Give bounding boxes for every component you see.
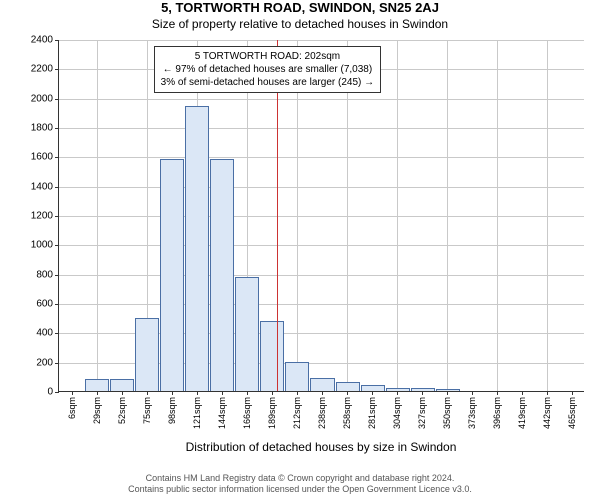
x-tick-mark — [297, 391, 298, 395]
histogram-bar — [135, 318, 159, 391]
x-tick-mark — [147, 391, 148, 395]
x-tick-mark — [272, 391, 273, 395]
annotation-line: 5 TORTWORTH ROAD: 202sqm — [161, 50, 374, 63]
x-tick-label: 373sqm — [467, 391, 477, 429]
gridline-v — [547, 40, 548, 391]
histogram-bar — [160, 159, 184, 391]
x-tick-label: 304sqm — [392, 391, 402, 429]
x-tick-label: 442sqm — [542, 391, 552, 429]
footer: Contains HM Land Registry data © Crown c… — [0, 473, 600, 496]
x-tick-mark — [522, 391, 523, 395]
x-tick-mark — [497, 391, 498, 395]
x-tick-label: 396sqm — [492, 391, 502, 429]
x-tick-label: 144sqm — [217, 391, 227, 429]
x-tick-mark — [97, 391, 98, 395]
x-tick-label: 75sqm — [142, 391, 152, 424]
x-tick-mark — [72, 391, 73, 395]
x-tick-mark — [322, 391, 323, 395]
gridline-h — [59, 245, 584, 246]
y-tick-mark — [55, 304, 59, 305]
x-tick-label: 6sqm — [67, 391, 77, 419]
footer-line-2: Contains public sector information licen… — [0, 484, 600, 496]
x-tick-mark — [372, 391, 373, 395]
y-tick-mark — [55, 333, 59, 334]
y-tick-mark — [55, 187, 59, 188]
page-title: 5, TORTWORTH ROAD, SWINDON, SN25 2AJ — [0, 0, 600, 15]
x-tick-mark — [247, 391, 248, 395]
gridline-h — [59, 275, 584, 276]
x-tick-mark — [197, 391, 198, 395]
y-tick-mark — [55, 363, 59, 364]
x-tick-label: 465sqm — [567, 391, 577, 429]
gridline-h — [59, 99, 584, 100]
x-axis-label: Distribution of detached houses by size … — [58, 440, 584, 454]
gridline-v — [97, 40, 98, 391]
x-tick-mark — [222, 391, 223, 395]
x-tick-label: 258sqm — [342, 391, 352, 429]
histogram-bar — [185, 106, 209, 391]
x-tick-mark — [472, 391, 473, 395]
gridline-v — [447, 40, 448, 391]
x-tick-mark — [172, 391, 173, 395]
gridline-h — [59, 40, 584, 41]
x-tick-label: 327sqm — [417, 391, 427, 429]
histogram-bar — [110, 379, 134, 391]
x-tick-label: 212sqm — [292, 391, 302, 429]
chart-plot: 0200400600800100012001400160018002000220… — [58, 40, 584, 392]
x-tick-mark — [122, 391, 123, 395]
y-tick-mark — [55, 216, 59, 217]
histogram-bar — [310, 378, 334, 391]
gridline-h — [59, 157, 584, 158]
gridline-h — [59, 304, 584, 305]
y-tick-mark — [55, 392, 59, 393]
y-tick-mark — [55, 40, 59, 41]
x-tick-mark — [572, 391, 573, 395]
gridline-h — [59, 187, 584, 188]
x-tick-label: 281sqm — [367, 391, 377, 429]
x-tick-label: 350sqm — [442, 391, 452, 429]
histogram-bar — [260, 321, 284, 391]
x-tick-mark — [347, 391, 348, 395]
y-tick-mark — [55, 69, 59, 70]
gridline-v — [497, 40, 498, 391]
x-tick-label: 29sqm — [92, 391, 102, 424]
footer-line-1: Contains HM Land Registry data © Crown c… — [0, 473, 600, 485]
histogram-bar — [336, 382, 360, 391]
gridline-h — [59, 216, 584, 217]
y-tick-mark — [55, 275, 59, 276]
x-tick-label: 419sqm — [517, 391, 527, 429]
gridline-h — [59, 128, 584, 129]
annotation-line: ← 97% of detached houses are smaller (7,… — [161, 63, 374, 76]
x-tick-mark — [422, 391, 423, 395]
x-tick-mark — [547, 391, 548, 395]
annotation-box: 5 TORTWORTH ROAD: 202sqm← 97% of detache… — [154, 46, 381, 93]
x-tick-label: 238sqm — [317, 391, 327, 429]
x-tick-mark — [397, 391, 398, 395]
x-tick-label: 189sqm — [267, 391, 277, 429]
page-subtitle: Size of property relative to detached ho… — [0, 17, 600, 31]
x-tick-mark — [447, 391, 448, 395]
x-tick-label: 98sqm — [167, 391, 177, 424]
histogram-bar — [210, 159, 234, 391]
histogram-bar — [285, 362, 309, 391]
x-tick-label: 52sqm — [117, 391, 127, 424]
y-tick-mark — [55, 157, 59, 158]
y-tick-mark — [55, 245, 59, 246]
y-tick-mark — [55, 128, 59, 129]
histogram-bar — [235, 277, 259, 391]
annotation-line: 3% of semi-detached houses are larger (2… — [161, 76, 374, 89]
histogram-bar — [85, 379, 109, 391]
x-tick-label: 166sqm — [242, 391, 252, 429]
x-tick-label: 121sqm — [192, 391, 202, 429]
y-tick-mark — [55, 99, 59, 100]
gridline-v — [397, 40, 398, 391]
